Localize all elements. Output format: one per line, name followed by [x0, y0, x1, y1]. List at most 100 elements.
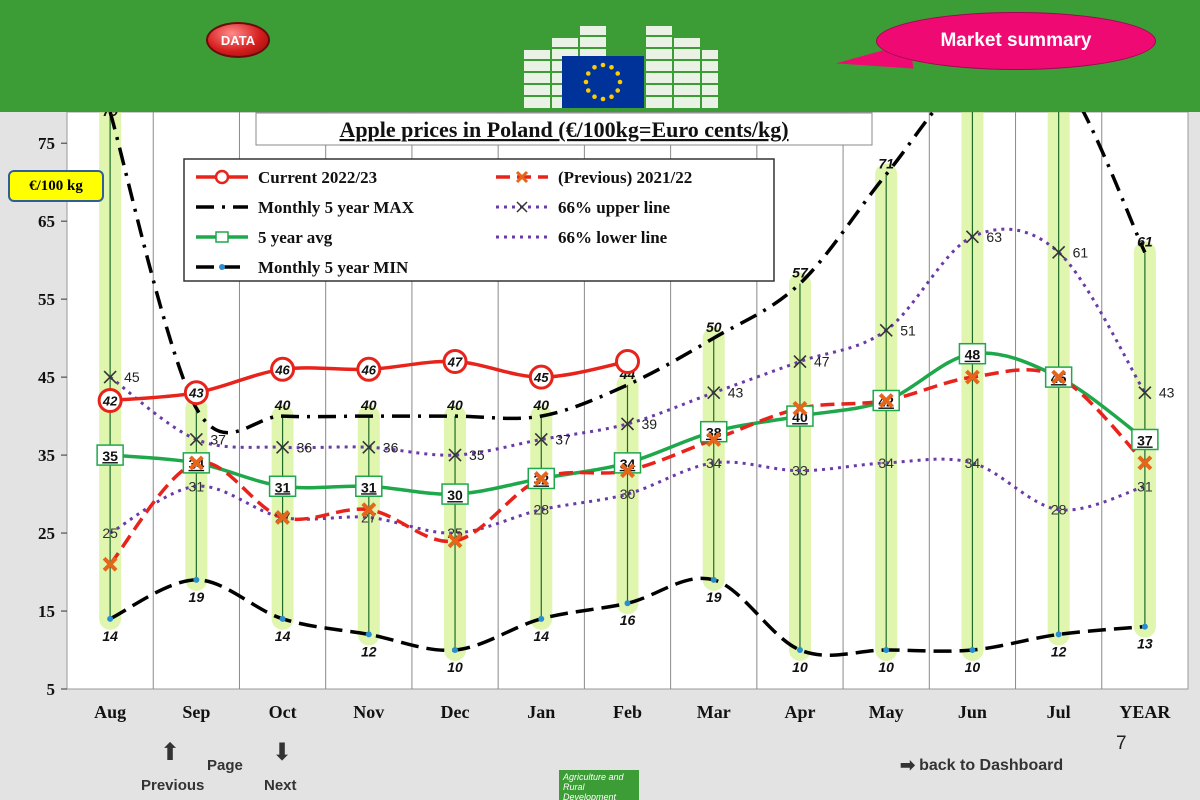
back-to-dashboard-link[interactable]: ➡ back to Dashboard	[900, 755, 1063, 776]
min-label: 14	[533, 628, 549, 644]
max-label: 40	[274, 397, 291, 413]
x-tick-label: Oct	[269, 702, 297, 722]
min-marker	[365, 631, 372, 638]
avg-label: 30	[447, 487, 463, 503]
upper-marker	[879, 323, 893, 337]
upper-marker	[362, 440, 376, 454]
x-tick-label: Dec	[441, 702, 470, 722]
max-label: 40	[446, 397, 463, 413]
eu-star	[615, 88, 621, 93]
previous-marker	[1137, 455, 1153, 471]
x-tick-label: Feb	[613, 702, 642, 722]
x-tick-label: May	[869, 702, 904, 722]
upper-label: 39	[642, 416, 658, 432]
x-tick-label: Jul	[1047, 702, 1071, 722]
min-label: 19	[706, 589, 722, 605]
upper-label: 45	[124, 369, 140, 385]
min-marker	[710, 576, 717, 583]
lower-label: 28	[533, 502, 549, 518]
eu-star	[585, 71, 591, 76]
previous-marker	[878, 393, 894, 408]
max-label: 71	[878, 155, 894, 171]
current-label: 46	[274, 362, 290, 377]
upper-marker	[1052, 245, 1066, 259]
lower-label: 30	[620, 486, 636, 502]
current-marker	[356, 356, 382, 382]
data-button[interactable]: DATA	[206, 22, 270, 58]
avg-label: 48	[965, 347, 981, 363]
legend-label-current: Current 2022/23	[258, 168, 377, 187]
current-label: 43	[188, 386, 204, 401]
upper-marker	[1138, 386, 1152, 400]
previous-arrow-icon[interactable]: ⬆	[160, 739, 181, 766]
upper-label: 51	[900, 322, 916, 338]
page-label: Page	[207, 757, 243, 774]
min-label: 19	[189, 589, 205, 605]
lower-label: 31	[1137, 478, 1153, 494]
min-marker	[969, 647, 976, 654]
current-label: 46	[361, 362, 377, 377]
upper-label: 36	[297, 439, 313, 455]
upper-marker	[965, 230, 979, 244]
min-label: 14	[102, 628, 118, 644]
upper-marker	[189, 432, 203, 447]
header-bar: DATA Market summary	[0, 0, 1200, 112]
eu-star	[585, 88, 591, 93]
avg-label: 31	[275, 479, 291, 495]
min-label: 10	[878, 659, 894, 675]
upper-marker	[103, 370, 117, 384]
lower-label: 34	[706, 455, 722, 471]
market-summary-button[interactable]: Market summary	[876, 12, 1156, 70]
eu-star	[592, 94, 597, 100]
european-commission-logo	[524, 26, 718, 108]
min-marker	[193, 576, 200, 583]
min-label: 10	[447, 659, 463, 675]
previous-marker	[533, 471, 549, 486]
eu-star	[592, 64, 597, 70]
previous-marker	[1051, 369, 1067, 385]
x-tick-label: Aug	[94, 702, 126, 722]
avg-marker	[355, 475, 383, 498]
next-label[interactable]: Next	[264, 777, 297, 794]
upper-marker	[276, 440, 290, 454]
y-tick-label: 65	[38, 212, 55, 231]
min-label: 14	[275, 628, 291, 644]
legend-label-previous: (Previous) 2021/22	[558, 168, 692, 187]
upper-marker	[620, 417, 635, 431]
current-marker	[97, 388, 123, 413]
min-marker	[624, 600, 631, 607]
upper-marker	[707, 386, 721, 400]
avg-label: 31	[361, 479, 377, 495]
eu-star	[615, 71, 621, 76]
upper-label: 63	[986, 229, 1002, 245]
current-marker	[442, 349, 468, 375]
chart-title: Apple prices in Poland (€/100kg=Euro cen…	[339, 117, 788, 142]
x-tick-label: Sep	[182, 702, 210, 722]
max-label: 50	[706, 319, 722, 335]
y-tick-label: 55	[38, 290, 55, 309]
legend-label-avg: 5 year avg	[258, 228, 333, 247]
max-label: 40	[532, 397, 549, 413]
upper-marker	[448, 448, 462, 462]
legend-marker-min	[219, 264, 225, 270]
page-number: 7	[1116, 733, 1127, 754]
min-label: 16	[620, 612, 636, 628]
upper-label: 47	[814, 354, 830, 370]
eu-star	[600, 62, 606, 68]
x-tick-label: Apr	[784, 702, 815, 722]
lower-label: 34	[965, 455, 981, 471]
min-label: 12	[361, 643, 377, 659]
previous-label[interactable]: Previous	[141, 777, 205, 794]
current-label: 47	[447, 355, 463, 370]
upper-label: 35	[469, 447, 485, 463]
x-tick-label: Jan	[527, 702, 555, 722]
min-marker	[1141, 623, 1148, 630]
legend-marker-avg	[215, 231, 229, 243]
min-label: 13	[1137, 636, 1153, 652]
min-marker	[538, 615, 545, 622]
eu-star	[609, 64, 614, 70]
previous-marker	[620, 463, 635, 479]
previous-marker	[361, 502, 377, 518]
next-arrow-icon[interactable]: ⬇	[272, 739, 293, 766]
